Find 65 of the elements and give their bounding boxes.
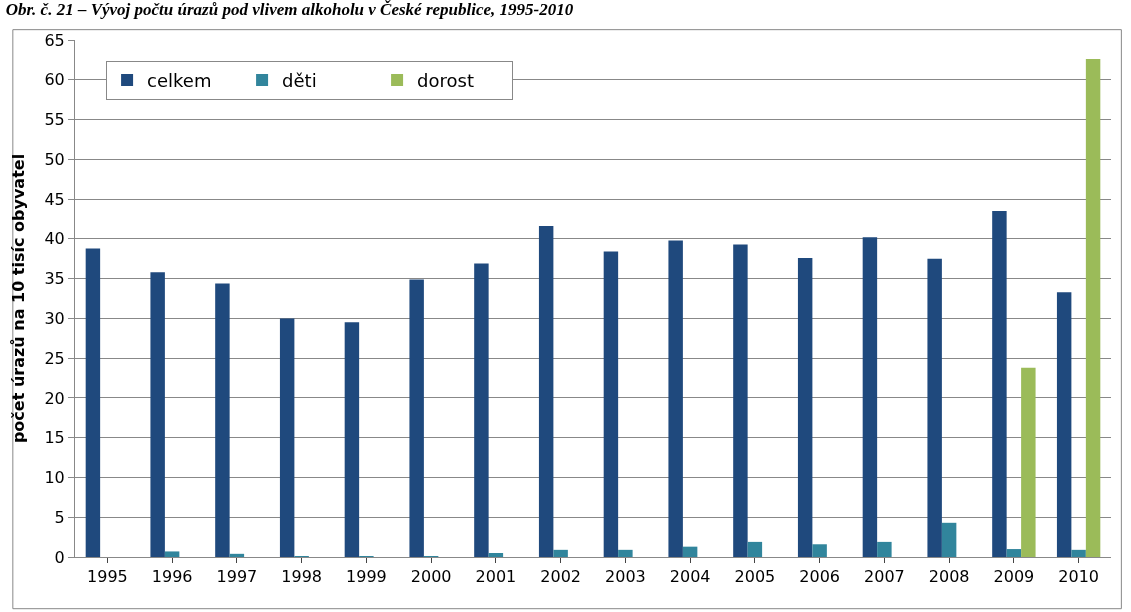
bar xyxy=(409,279,424,557)
bar xyxy=(215,283,230,557)
bar xyxy=(1021,367,1036,557)
bar xyxy=(1056,292,1072,557)
x-tick-label: 2004 xyxy=(669,567,711,587)
x-tick-label: 2010 xyxy=(1058,567,1099,587)
bar xyxy=(1071,549,1086,557)
y-tick-label: 15 xyxy=(44,428,65,448)
y-axis-title: počet úrazů na 10 tisíc obyvatel xyxy=(9,153,29,444)
x-tick-label: 1998 xyxy=(281,567,322,587)
bar xyxy=(877,541,892,557)
x-tick-label: 1995 xyxy=(87,567,128,587)
bar xyxy=(1085,59,1101,557)
bar xyxy=(553,549,568,557)
legend-label: děti xyxy=(282,69,317,91)
x-tick-label: 2005 xyxy=(734,567,776,587)
x-tick-label: 2007 xyxy=(864,567,905,587)
bar xyxy=(488,553,504,557)
bar xyxy=(1006,549,1022,557)
y-tick-label: 20 xyxy=(44,388,65,408)
x-tick-label: 1999 xyxy=(346,567,387,587)
y-tick-label: 45 xyxy=(44,189,65,209)
bar xyxy=(812,544,827,557)
x-tick-label: 2002 xyxy=(540,567,581,587)
x-tick-label: 2000 xyxy=(410,567,452,587)
y-tick-label: 55 xyxy=(44,110,65,130)
y-tick-label: 65 xyxy=(44,30,65,50)
bar xyxy=(229,553,245,557)
x-tick-label: 2001 xyxy=(475,567,517,587)
legend-label: celkem xyxy=(147,69,212,91)
y-tick-label: 35 xyxy=(44,269,65,289)
bar xyxy=(668,240,683,557)
x-tick-label: 1996 xyxy=(151,567,193,587)
bar xyxy=(150,272,165,557)
bar xyxy=(618,549,633,557)
bar xyxy=(279,318,295,557)
bar xyxy=(538,226,554,557)
y-tick-label: 50 xyxy=(44,149,65,169)
legend-label: dorost xyxy=(417,69,474,91)
y-tick-label: 40 xyxy=(44,229,65,249)
bar xyxy=(747,541,763,557)
y-tick-label: 30 xyxy=(44,308,65,328)
bar xyxy=(941,522,957,557)
bar xyxy=(862,237,878,557)
bar xyxy=(682,546,698,557)
y-tick-label: 60 xyxy=(44,70,65,90)
y-tick-label: 0 xyxy=(54,547,65,567)
chart-title: Obr. č. 21 – Vývoj počtu úrazů pod vlivem alkoholu v České republice, 1995-2010 xyxy=(5,0,574,19)
x-tick-label: 2009 xyxy=(993,567,1035,587)
y-tick-label: 5 xyxy=(54,507,65,527)
x-tick-label: 2008 xyxy=(928,567,970,587)
x-tick-label: 1997 xyxy=(216,567,258,587)
y-tick-label: 25 xyxy=(44,348,65,368)
y-tick-label: 10 xyxy=(44,468,65,488)
bar xyxy=(164,551,180,557)
x-tick-label: 2006 xyxy=(799,567,840,587)
bar xyxy=(992,211,1007,557)
bar xyxy=(733,244,748,557)
bar xyxy=(603,251,619,557)
bar xyxy=(474,263,489,557)
bar xyxy=(85,248,101,557)
bar xyxy=(927,258,942,557)
x-tick-label: 2003 xyxy=(605,567,646,587)
bar xyxy=(797,257,813,557)
bar xyxy=(344,322,360,557)
